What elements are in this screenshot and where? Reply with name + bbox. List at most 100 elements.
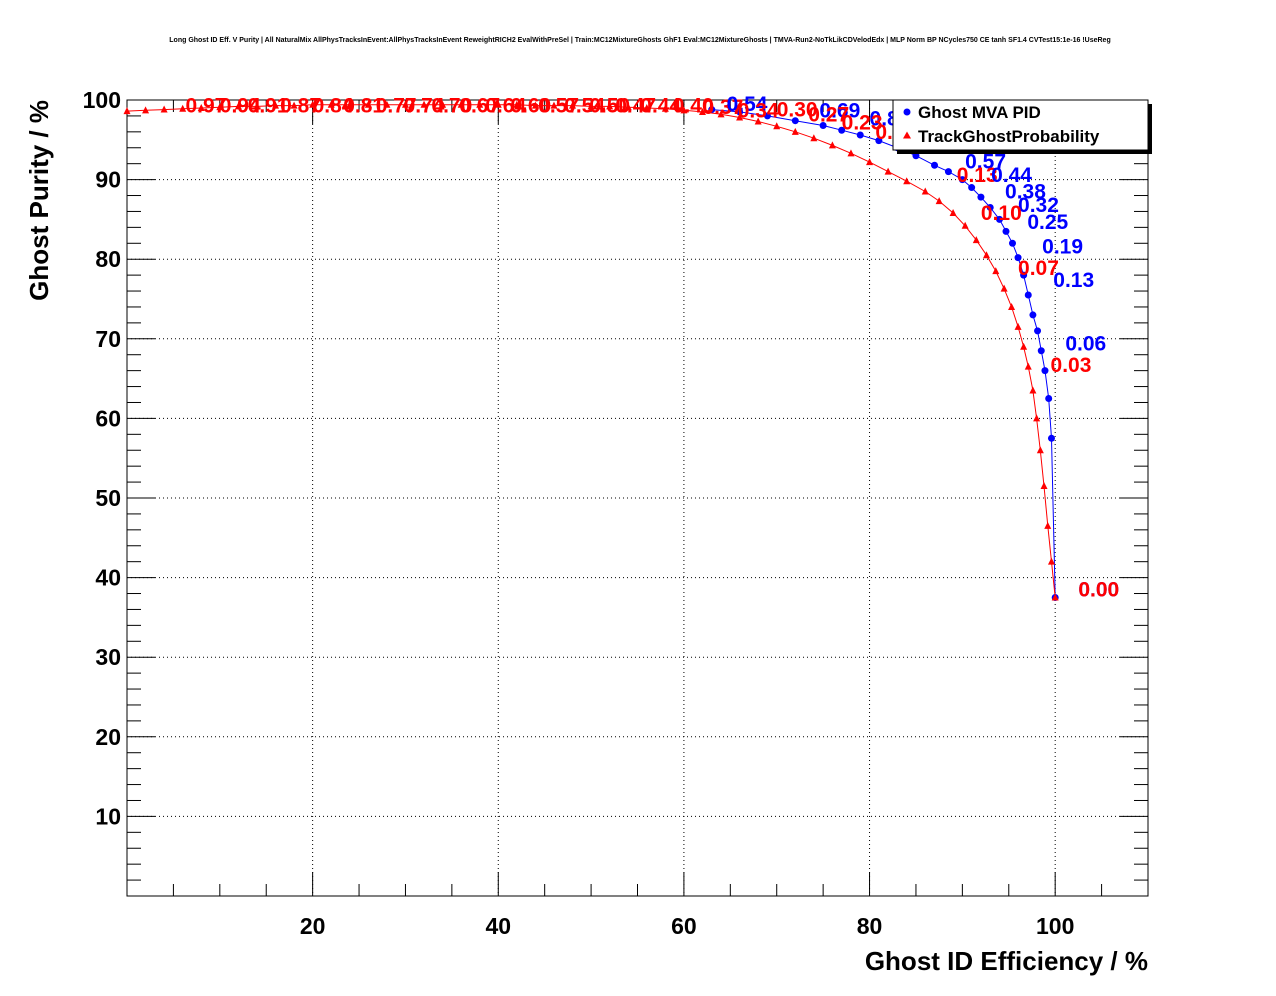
threshold-label: 0.00 [1078, 579, 1119, 602]
data-point-ghost-mva-pid [1020, 271, 1028, 279]
data-point-ghost-mva-pid [931, 161, 939, 169]
data-point-trackghostprobability [949, 209, 957, 217]
data-point-trackghostprobability [383, 100, 391, 108]
legend: Ghost MVA PID TrackGhostProbability [892, 99, 1152, 154]
data-point-trackghostprobability [754, 117, 762, 125]
data-point-trackghostprobability [142, 106, 150, 114]
data-point-trackghostprobability [272, 101, 280, 109]
data-point-trackghostprobability [935, 197, 943, 205]
data-point-trackghostprobability [1014, 322, 1022, 330]
data-point-trackghostprobability [1020, 342, 1028, 350]
data-point-trackghostprobability [698, 107, 706, 115]
data-point-trackghostprobability [828, 141, 836, 149]
x-tick-label-80: 80 [857, 913, 883, 939]
legend-marker-ghost-mva-pid [903, 108, 911, 116]
x-tick-label-60: 60 [671, 913, 697, 939]
series-line-1 [126, 104, 1056, 598]
data-point-trackghostprobability [569, 101, 577, 109]
data-point-ghost-mva-pid [1041, 367, 1049, 375]
threshold-label: 0.81 [343, 95, 384, 118]
data-point-ghost-mva-pid [1029, 311, 1037, 319]
threshold-label: 0.87 [280, 95, 321, 118]
data-point-trackghostprobability [1040, 482, 1048, 490]
data-point-ghost-mva-pid [819, 121, 827, 129]
threshold-label: 0.69 [819, 99, 860, 122]
data-point-trackghostprobability [847, 149, 855, 157]
data-point-trackghostprobability [1000, 284, 1008, 292]
threshold-label: 0.94 [220, 95, 261, 118]
data-point-ghost-mva-pid [763, 112, 771, 120]
data-point-ghost-mva-pid [1045, 395, 1053, 402]
threshold-label: 0.30 [777, 99, 818, 122]
threshold-label: 0.00 [1078, 579, 1119, 602]
data-point-ghost-mva-pid [986, 203, 994, 211]
data-point-trackghostprobability [680, 106, 688, 114]
threshold-label: 0.57 [538, 95, 579, 118]
data-point-trackghostprobability [1024, 362, 1032, 370]
legend-entry-ghost-mva-pid: Ghost MVA PID [918, 103, 1041, 122]
data-point-trackghostprobability [364, 100, 372, 108]
legend-box [892, 99, 1149, 151]
data-point-trackghostprobability [1029, 386, 1037, 394]
data-point-trackghostprobability [253, 102, 261, 110]
data-point-ghost-mva-pid [875, 137, 883, 145]
threshold-label: 0.34 [738, 99, 779, 122]
data-point-trackghostprobability [791, 127, 799, 135]
y-tick-label-30: 30 [95, 644, 121, 670]
threshold-label: 0.70 [431, 95, 472, 118]
data-point-trackghostprobability [606, 102, 614, 110]
data-point-trackghostprobability [513, 100, 521, 108]
data-point-ghost-mva-pid [968, 184, 976, 192]
data-point-trackghostprobability [290, 101, 298, 109]
data-point-trackghostprobability [550, 101, 558, 109]
threshold-label: 0.37 [702, 96, 743, 119]
threshold-label: 0.13 [1053, 269, 1094, 292]
data-point-trackghostprobability [921, 187, 929, 195]
data-point-trackghostprobability [1044, 521, 1052, 529]
data-point-trackghostprobability [531, 101, 539, 109]
data-point-ghost-mva-pid [977, 193, 985, 201]
data-point-trackghostprobability [439, 100, 447, 108]
data-point-ghost-mva-pid [958, 176, 966, 184]
threshold-label: 0.60 [510, 95, 551, 118]
data-point-trackghostprobability [1051, 593, 1059, 601]
data-point-trackghostprobability [197, 103, 205, 111]
data-point-ghost-mva-pid [1024, 291, 1032, 299]
data-point-ghost-mva-pid [838, 126, 846, 134]
y-tick-label-10: 10 [95, 803, 121, 829]
data-point-trackghostprobability [1008, 302, 1016, 310]
data-point-trackghostprobability [309, 100, 317, 108]
data-point-trackghostprobability [179, 104, 187, 112]
y-tick-label-70: 70 [95, 326, 121, 352]
threshold-label: 0.91 [248, 95, 289, 118]
data-point-trackghostprobability [773, 122, 781, 130]
x-axis-label: Ghost ID Efficiency / % [865, 946, 1148, 976]
threshold-label: 0.54 [727, 93, 768, 116]
data-point-trackghostprobability [327, 100, 335, 108]
data-point-trackghostprobability [736, 113, 744, 121]
data-point-ghost-mva-pid [1047, 434, 1055, 442]
threshold-label: 0.32 [1018, 194, 1059, 217]
data-point-ghost-mva-pid [995, 215, 1003, 223]
threshold-label: 0.64 [485, 95, 526, 118]
x-tick-label-40: 40 [485, 913, 511, 939]
legend-marker-trackghostprobability [903, 131, 911, 139]
y-tick-label-80: 80 [95, 246, 121, 272]
threshold-label: 0.44 [991, 164, 1032, 187]
data-point-trackghostprobability [643, 103, 651, 111]
threshold-label: 0.97 [185, 95, 226, 118]
data-point-ghost-mva-pid [736, 108, 744, 116]
data-point-trackghostprobability [476, 100, 484, 108]
axis-ticks [127, 100, 1148, 896]
series-lines [126, 104, 1056, 598]
threshold-label: 0.23 [842, 111, 883, 134]
data-point-trackghostprobability [972, 236, 980, 244]
y-tick-label-60: 60 [95, 405, 121, 431]
y-tick-label-100: 100 [83, 87, 121, 113]
y-axis-label: Ghost Purity / % [24, 100, 54, 301]
data-point-ghost-mva-pid [1002, 227, 1010, 235]
data-point-trackghostprobability [624, 103, 632, 111]
threshold-label: 0.57 [965, 150, 1006, 173]
y-tick-labels: 10 20 30 40 50 60 70 80 90 100 [83, 87, 121, 829]
